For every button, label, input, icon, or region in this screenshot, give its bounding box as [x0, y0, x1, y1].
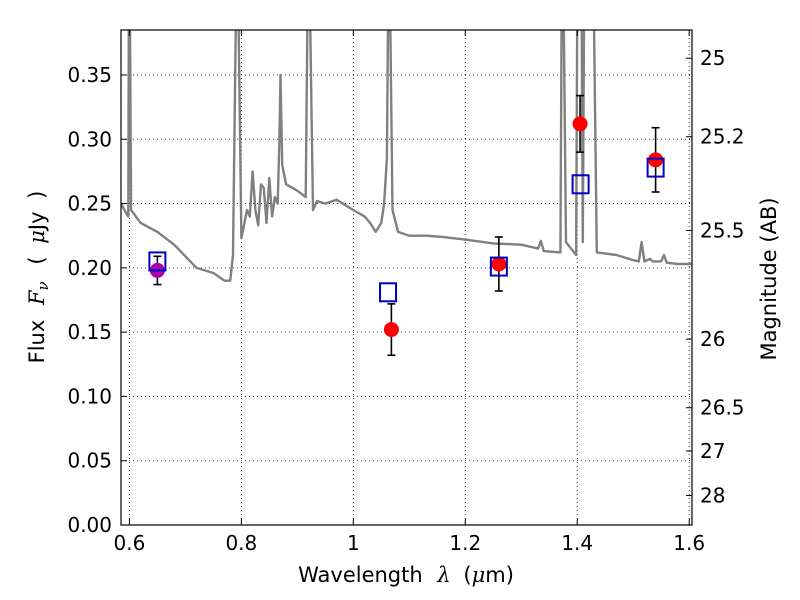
x-tick-label: 1.6	[673, 531, 705, 555]
x-tick-label: 1.2	[449, 531, 481, 555]
y-tick-label: 0.00	[67, 513, 112, 537]
y-axis-title: Flux Fν ( μJy )	[25, 191, 53, 364]
x-axis-unit-rest: m)	[485, 563, 514, 587]
x-tick-label: 1	[347, 531, 360, 555]
observed-flux-point	[648, 152, 664, 168]
y-axis-unit-symbol: μ	[25, 230, 49, 244]
model-flux-square	[646, 157, 665, 178]
y-tick-label: 0.05	[67, 449, 112, 473]
model-flux-square	[379, 282, 398, 303]
observed-flux-point	[491, 256, 507, 272]
observed-flux-point	[383, 322, 399, 338]
y-tick-label: 0.15	[67, 320, 112, 344]
y-axis-subscript: ν	[34, 281, 52, 290]
y-axis-unit-open: (	[25, 256, 49, 264]
y-axis-symbol: F	[25, 289, 49, 306]
sed-spectrum-line	[121, 30, 692, 282]
y2-tick-label: 25.5	[700, 218, 745, 242]
y2-tick-label: 25	[700, 46, 725, 70]
y-axis-unit-close: )	[25, 191, 49, 199]
y2-axis-title: Magnitude (AB)	[757, 197, 781, 360]
y-tick-label: 0.30	[67, 127, 112, 151]
x-axis-unit-open: (	[463, 563, 471, 587]
y2-tick-label: 28	[700, 484, 725, 508]
grid	[121, 30, 692, 525]
x-tick-label: 1.4	[561, 531, 593, 555]
y-tick-label: 0.25	[67, 192, 112, 216]
y-tick-label: 0.10	[67, 384, 112, 408]
y2-tick-label: 27	[700, 439, 725, 463]
observed-flux-point	[572, 116, 588, 132]
plot-frame	[120, 29, 693, 526]
x-axis-title: Wavelength λ (μm)	[298, 563, 514, 587]
y-axis-unit-rest: Jy	[25, 211, 49, 232]
x-tick-label: 0.6	[113, 531, 145, 555]
x-axis-symbol: λ	[436, 563, 450, 587]
model-flux-square	[489, 256, 508, 277]
axis-ticks: 0.6 0.8 1 1.2 1.4 1.6 0.00 0.05 0.10 0.15 0.20 0.25…	[67, 30, 745, 555]
model-flux-square	[571, 174, 590, 195]
model-flux-square	[148, 251, 167, 272]
y2-tick-label: 26.5	[700, 396, 745, 420]
y-tick-label: 0.20	[67, 256, 112, 280]
plot-area	[121, 30, 692, 357]
x-axis-unit-symbol: μ	[472, 563, 486, 587]
y2-tick-label: 26	[700, 327, 725, 351]
x-tick-label: 0.8	[225, 531, 257, 555]
y2-tick-label: 25.2	[700, 125, 745, 149]
y-tick-label: 0.35	[67, 63, 112, 87]
